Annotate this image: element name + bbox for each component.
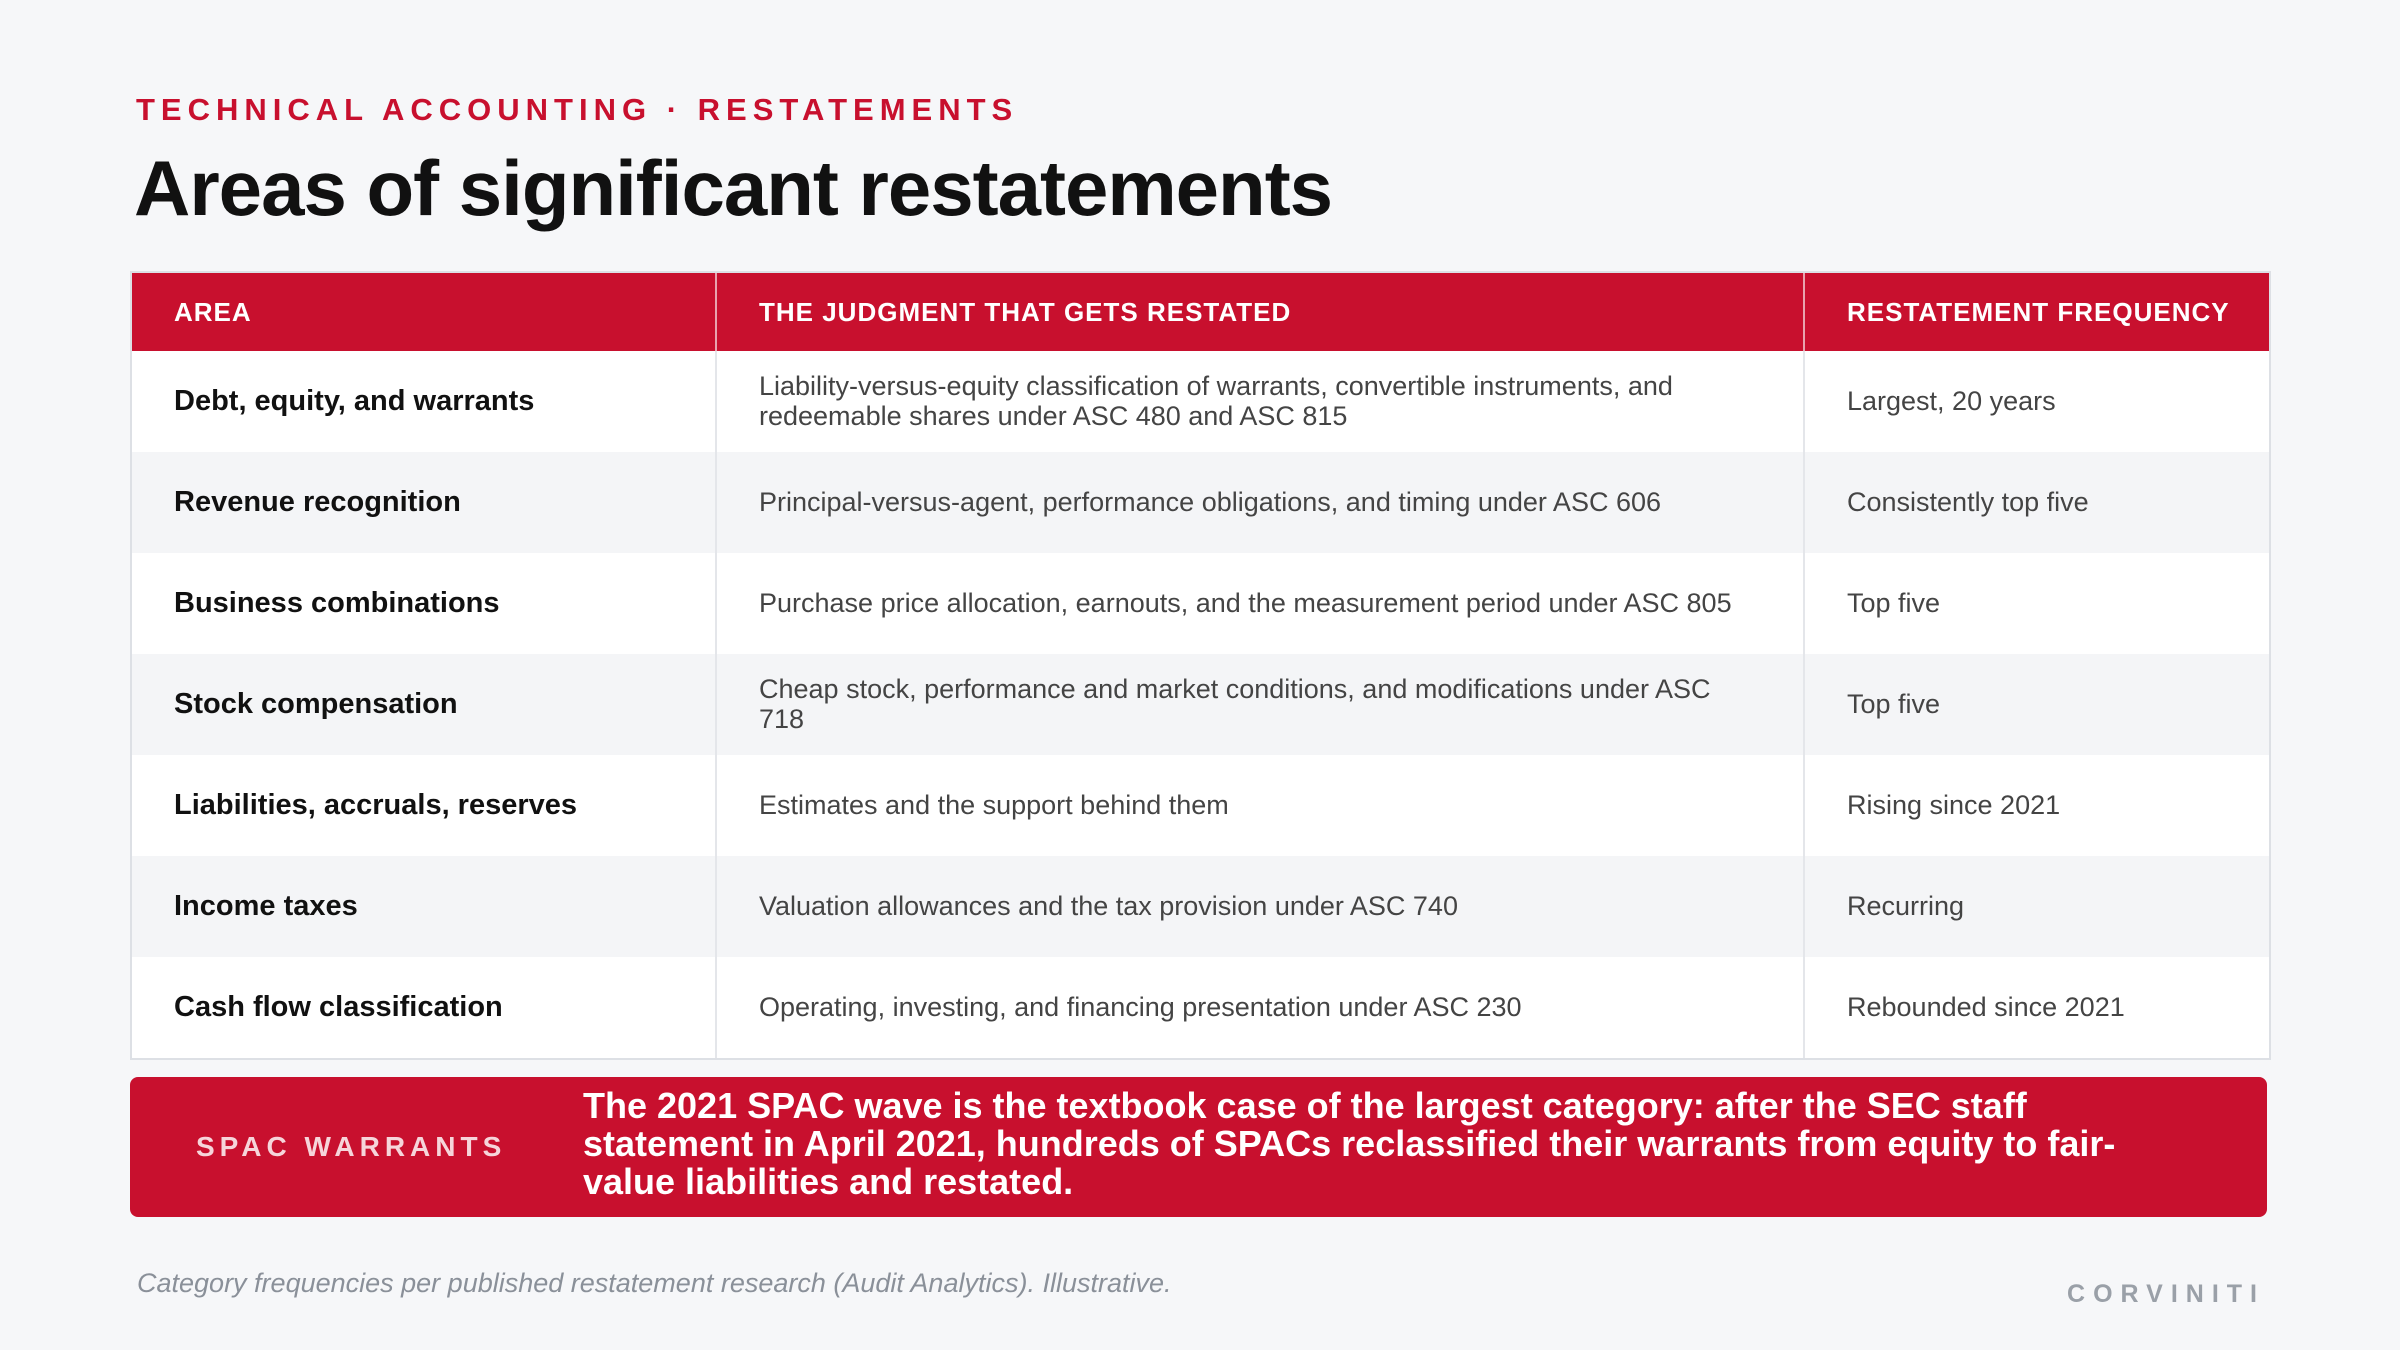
- frequency-cell: Consistently top five: [1803, 452, 2269, 553]
- area-cell: Business combinations: [174, 586, 500, 619]
- brand-logo: CORVINITI: [2067, 1280, 2265, 1308]
- restatements-table: AREA THE JUDGMENT THAT GETS RESTATED RES…: [130, 271, 2271, 1060]
- area-cell: Cash flow classification: [174, 990, 503, 1023]
- judgment-cell: Liability-versus-equity classification o…: [715, 351, 1804, 452]
- callout-label: SPAC WARRANTS: [196, 1131, 507, 1162]
- area-cell: Income taxes: [132, 856, 716, 957]
- table-row: Revenue recognition Principal-versus-age…: [132, 452, 2269, 553]
- frequency-cell: Rebounded since 2021: [1803, 957, 2269, 1058]
- column-header-area: AREA: [132, 273, 716, 351]
- table-row: Business combinations Purchase price all…: [132, 553, 2269, 654]
- frequency-cell: Rising since 2021: [1803, 755, 2269, 856]
- column-header-judgment: THE JUDGMENT THAT GETS RESTATED: [715, 273, 1804, 351]
- area-cell: Debt, equity, and warrants: [174, 384, 535, 417]
- table-row: Income taxes Valuation allowances and th…: [132, 856, 2269, 957]
- eyebrow: TECHNICAL ACCOUNTING · RESTATEMENTS: [136, 92, 1019, 127]
- table-row: Debt, equity, and warrants Liability-ver…: [132, 351, 2269, 452]
- judgment-cell: Cheap stock, performance and market cond…: [715, 654, 1804, 755]
- callout-text: The 2021 SPAC wave is the textbook case …: [583, 1085, 2116, 1203]
- judgment-cell: Valuation allowances and the tax provisi…: [715, 856, 1804, 957]
- column-header-frequency: RESTATEMENT FREQUENCY: [1803, 273, 2269, 351]
- table-row: Liabilities, accruals, reserves Estimate…: [132, 755, 2269, 856]
- table-row: Cash flow classification Operating, inve…: [132, 957, 2269, 1058]
- spac-callout: SPAC WARRANTS The 2021 SPAC wave is the …: [130, 1077, 2267, 1217]
- area-cell: Stock compensation: [132, 654, 716, 755]
- frequency-cell: Recurring: [1803, 856, 2269, 957]
- frequency-cell: Top five: [1803, 654, 2269, 755]
- footnote: Category frequencies per published resta…: [137, 1268, 1172, 1298]
- page-title: Areas of significant restatements: [134, 144, 1333, 232]
- judgment-cell: Estimates and the support behind them: [715, 755, 1804, 856]
- judgment-cell: Purchase price allocation, earnouts, and…: [715, 553, 1804, 654]
- table-header-row: AREA THE JUDGMENT THAT GETS RESTATED RES…: [132, 273, 2269, 351]
- judgment-cell: Operating, investing, and financing pres…: [715, 957, 1804, 1058]
- frequency-cell: Largest, 20 years: [1803, 351, 2269, 452]
- area-cell: Liabilities, accruals, reserves: [174, 788, 578, 821]
- table-row: Stock compensation Cheap stock, performa…: [132, 654, 2269, 755]
- frequency-cell: Top five: [1803, 553, 2269, 654]
- judgment-cell: Principal-versus-agent, performance obli…: [715, 452, 1804, 553]
- area-cell: Revenue recognition: [132, 452, 716, 553]
